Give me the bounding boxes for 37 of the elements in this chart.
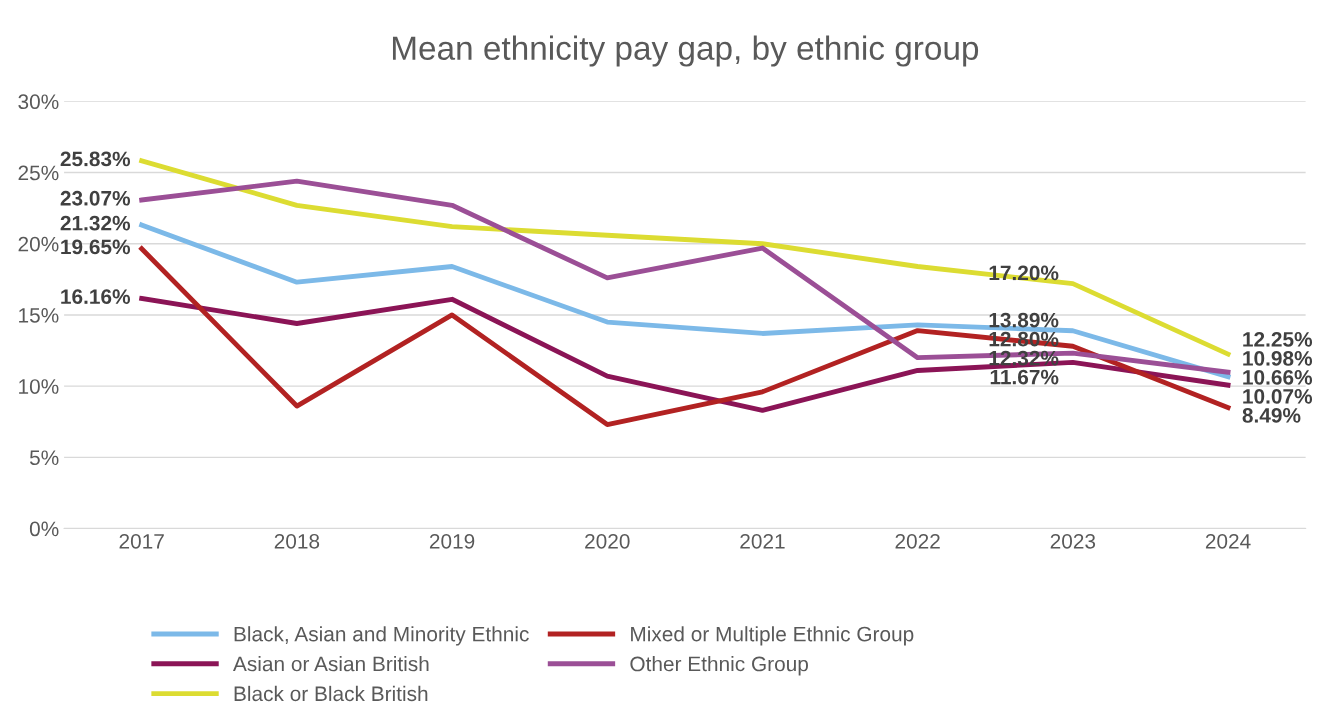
x-tick-label: 2019 (429, 533, 475, 549)
legend-label: Black or Black British (234, 685, 428, 702)
data-label: 17.20% (989, 265, 1059, 281)
data-label: 19.65% (61, 239, 131, 255)
x-tick-label: 2021 (740, 533, 785, 549)
data-label: 8.49% (1242, 408, 1301, 423)
x-tick-label: 2017 (119, 533, 164, 549)
data-label: 23.07% (60, 190, 131, 206)
legend-label: Asian or Asian British (233, 655, 429, 672)
data-label: 10.98% (1243, 351, 1313, 366)
line-series (139, 246, 1231, 428)
chart-title: Mean ethnicity pay gap, by ethnic group (392, 35, 979, 67)
y-tick-label: 10% (19, 379, 59, 394)
data-label: 16.16% (61, 289, 131, 305)
y-tick-label: 0% (29, 521, 59, 537)
data-label: 12.80% (989, 331, 1059, 347)
y-tick-label: 25% (18, 165, 59, 181)
x-tick-label: 2022 (895, 533, 940, 549)
data-label: 25.83% (60, 151, 131, 167)
x-tick-label: 2024 (1205, 533, 1251, 549)
x-tick-label: 2020 (585, 533, 630, 549)
x-tick-label: 2023 (1050, 533, 1096, 549)
data-label: 10.07% (1243, 389, 1313, 404)
y-tick-label: 20% (18, 236, 59, 252)
y-tick-label: 5% (29, 450, 59, 466)
y-tick-label: 15% (19, 308, 59, 323)
data-label: 13.89% (989, 312, 1059, 328)
y-tick-label: 30% (18, 94, 59, 110)
legend-label: Black, Asian and Minority Ethnic (234, 626, 529, 646)
data-label: 10.66% (1243, 370, 1313, 385)
line-series (139, 295, 1231, 413)
data-label: 12.25% (1243, 332, 1313, 347)
data-label: 21.32% (60, 215, 131, 231)
x-tick-label: 2018 (274, 533, 320, 549)
legend-label: Mixed or Multiple Ethnic Group (631, 626, 914, 646)
legend-label: Other Ethnic Group (630, 655, 808, 676)
data-label: 11.67% (990, 369, 1059, 385)
